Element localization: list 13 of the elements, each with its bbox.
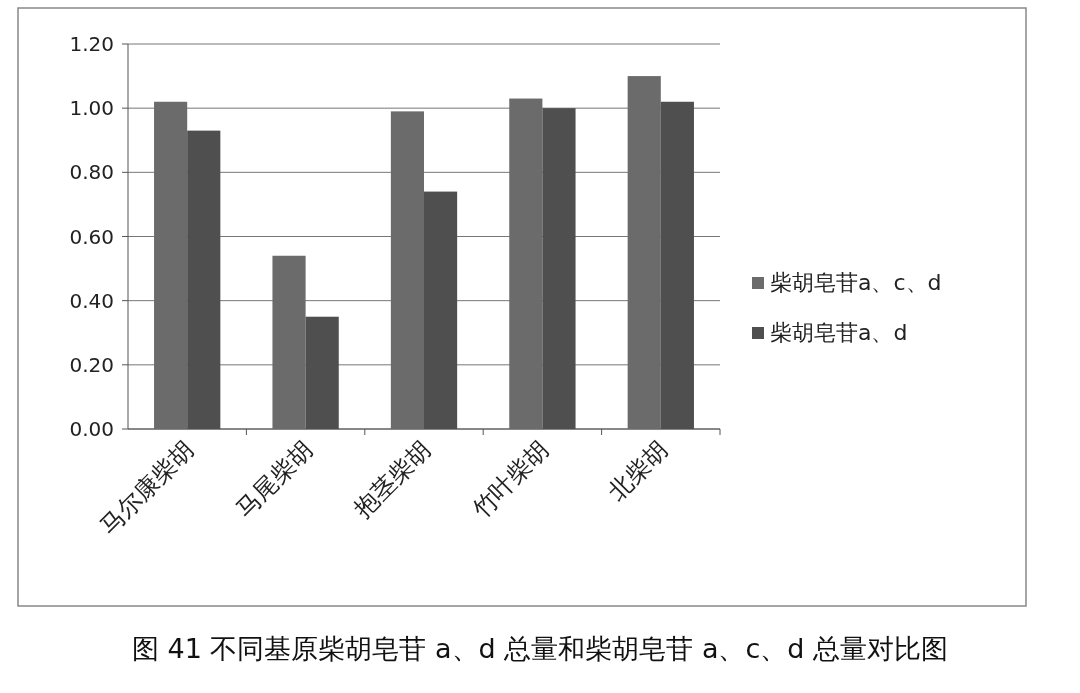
- y-tick-label: 0.80: [69, 160, 114, 185]
- caption: 图 41 不同基原柴胡皂苷 a、d 总量和柴胡皂苷 a、c、d 总量对比图: [131, 633, 949, 664]
- x-tick-label: 北柴胡: [602, 435, 674, 507]
- x-tick-label: 竹叶柴胡: [466, 435, 555, 524]
- y-tick-label: 1.00: [69, 96, 114, 121]
- legend-label: 柴胡皂苷a、c、d: [770, 270, 942, 295]
- x-tick-label: 抱茎柴胡: [348, 435, 437, 524]
- y-tick-label: 0.60: [69, 224, 114, 249]
- x-tick-label: 马尾柴胡: [230, 435, 318, 524]
- y-tick-label: 0.20: [69, 352, 114, 377]
- legend-label: 柴胡皂苷a、d: [770, 320, 908, 345]
- y-tick-label: 1.20: [69, 32, 114, 56]
- y-tick-label: 0.40: [69, 288, 114, 313]
